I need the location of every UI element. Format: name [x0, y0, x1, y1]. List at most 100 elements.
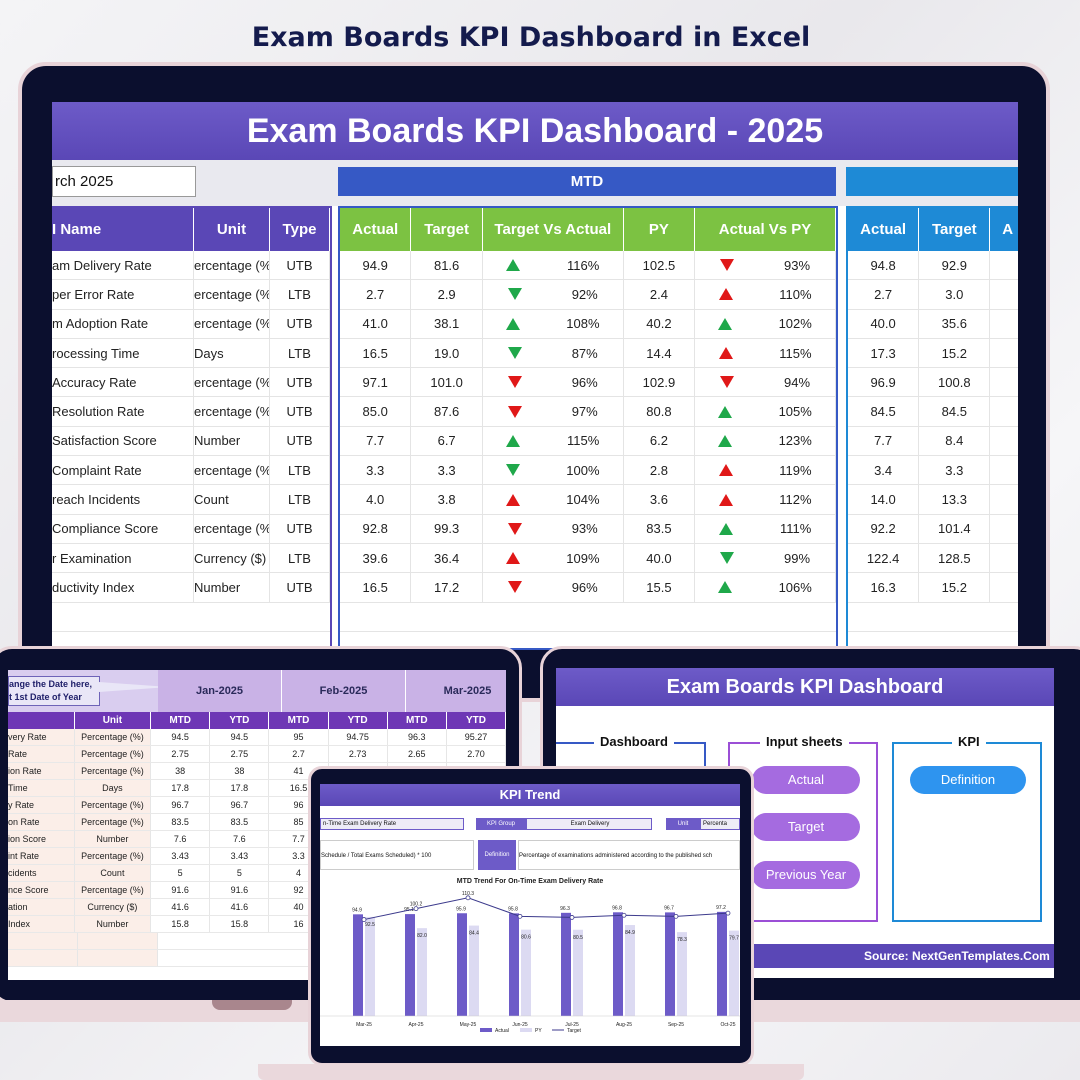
previous-year-sheet-button[interactable]: Previous Year	[752, 861, 860, 889]
target-cell: 101.0	[411, 368, 483, 397]
kpi-name-cell: Index	[8, 916, 75, 932]
month-selector[interactable]: rch 2025	[52, 166, 196, 197]
value-cell[interactable]: 41.6	[210, 899, 270, 915]
unit-cell: Percentage (%)	[74, 763, 152, 779]
arrow-up-green-icon	[506, 259, 521, 272]
arrow-down-green-icon	[505, 464, 520, 477]
target-point	[725, 910, 731, 916]
unit-cell: ercentage (%	[194, 309, 270, 338]
arrow-up-green-icon	[718, 522, 733, 535]
py-bar	[417, 928, 427, 1016]
value-cell[interactable]: 41.6	[151, 899, 211, 915]
ytd-extra-cell	[990, 310, 1018, 338]
value-cell[interactable]: 83.5	[210, 814, 270, 830]
type-cell: LTB	[270, 456, 330, 485]
value-cell[interactable]: 3.43	[210, 848, 270, 864]
value-cell[interactable]: 2.73	[329, 746, 388, 762]
actual-bar	[405, 914, 415, 1016]
kpi-name-cell: am Delivery Rate	[52, 251, 194, 280]
mtd-column-header: Target Vs Actual	[483, 208, 624, 251]
value-cell[interactable]: 17.8	[151, 780, 211, 796]
table-row: 7.7 8.4	[848, 426, 1018, 457]
value-cell[interactable]: 17.8	[210, 780, 270, 796]
ytd-target-cell: 100.8	[919, 368, 991, 397]
value-cell[interactable]: 2.75	[151, 746, 211, 762]
value-cell[interactable]: 91.6	[210, 882, 270, 898]
value-cell[interactable]: 2.70	[447, 746, 506, 762]
target-sheet-button[interactable]: Target	[752, 813, 860, 841]
table-row: 2.7 3.0	[848, 280, 1018, 310]
unit-label: Unit	[666, 818, 700, 830]
value-cell[interactable]: 91.6	[151, 882, 211, 898]
definition-sheet-button[interactable]: Definition	[910, 766, 1026, 794]
py-cell: 40.2	[624, 309, 696, 338]
value-cell[interactable]: 3.43	[151, 848, 211, 864]
value-cell[interactable]: 95.27	[447, 729, 506, 745]
value-cell[interactable]: 5	[151, 865, 211, 881]
value-cell[interactable]: 2.7	[269, 746, 329, 762]
value-cell[interactable]: 94.5	[151, 729, 211, 745]
value-cell[interactable]: 96.7	[210, 797, 270, 813]
value-cell[interactable]: 94.75	[329, 729, 388, 745]
x-tick-label: May-25	[460, 1022, 477, 1028]
actual-vs-py-value: 99%	[783, 550, 811, 566]
value-cell[interactable]: 95	[269, 729, 329, 745]
actual-vs-py-value: 119%	[779, 462, 812, 478]
value-cell[interactable]: 96.7	[151, 797, 211, 813]
kpi-name-select[interactable]: n-Time Exam Delivery Rate	[320, 818, 464, 830]
value-cell[interactable]: 2.75	[210, 746, 270, 762]
py-data-label: 78.3	[677, 937, 687, 943]
ytd-actual-cell: 84.5	[848, 397, 920, 426]
arrow-up-green-icon	[506, 434, 521, 447]
value-cell[interactable]: 38	[210, 763, 270, 779]
value-cell[interactable]: 2.65	[388, 746, 447, 762]
actual-sheet-button[interactable]: Actual	[752, 766, 860, 794]
tip-line-2: t 1st Date of Year	[9, 692, 82, 702]
kpi-name-cell: nce Score	[8, 882, 75, 898]
unit-cell: ercentage (%	[194, 251, 270, 280]
value-cell[interactable]: 83.5	[151, 814, 211, 830]
value-cell[interactable]: 15.8	[210, 916, 270, 932]
dashboard-section-title: Dashboard	[594, 734, 674, 749]
actual-data-label: 95.9	[456, 906, 466, 912]
value-cell[interactable]: 38	[151, 763, 211, 779]
ytd-extra-cell	[990, 368, 1018, 396]
kpi-name-cell: Accuracy Rate	[52, 368, 194, 397]
value-cell[interactable]: 7.6	[210, 831, 270, 847]
tip-arrow	[99, 682, 169, 692]
period-column-header: YTD	[446, 712, 506, 729]
table-row: Satisfaction Score Number UTB	[52, 426, 330, 457]
arrow-down-red-icon	[720, 259, 735, 272]
type-cell: UTB	[270, 426, 330, 456]
actual-vs-py-cell: 99%	[695, 543, 836, 573]
value-cell[interactable]: 96.3	[388, 729, 447, 745]
actual-bar	[457, 913, 467, 1016]
unit-cell: Percentage (%)	[74, 729, 152, 745]
target-vs-actual-value: 116%	[567, 257, 600, 273]
py-cell: 14.4	[624, 338, 696, 368]
value-cell[interactable]: 7.6	[151, 831, 211, 847]
actual-vs-py-value: 112%	[779, 492, 812, 508]
mtd-column-header: Target	[411, 208, 483, 251]
target-vs-actual-value: 87%	[571, 345, 598, 361]
value-cell[interactable]: 15.8	[151, 916, 211, 932]
target-point	[621, 912, 627, 918]
actual-bar	[561, 912, 571, 1016]
ytd-actual-cell: 40.0	[848, 309, 920, 338]
target-vs-actual-cell: 96%	[483, 368, 624, 397]
py-bar	[625, 925, 635, 1016]
actual-vs-py-cell: 106%	[695, 573, 836, 602]
actual-vs-py-cell: 123%	[695, 426, 836, 456]
ytd-extra-cell	[990, 427, 1018, 455]
value-cell[interactable]: 94.5	[210, 729, 270, 745]
actual-vs-py-value: 94%	[783, 374, 811, 390]
target-cell: 38.1	[411, 309, 483, 338]
legend-target-label: Target	[567, 1028, 582, 1034]
kpi-name-cell: rocessing Time	[52, 338, 194, 368]
tip-line-1: ange the Date here,	[9, 679, 93, 689]
value-cell[interactable]: 5	[210, 865, 270, 881]
legend-actual-label: Actual	[495, 1028, 509, 1034]
table-row: ductivity Index Number UTB	[52, 573, 330, 603]
ytd-extra-cell	[990, 456, 1018, 484]
